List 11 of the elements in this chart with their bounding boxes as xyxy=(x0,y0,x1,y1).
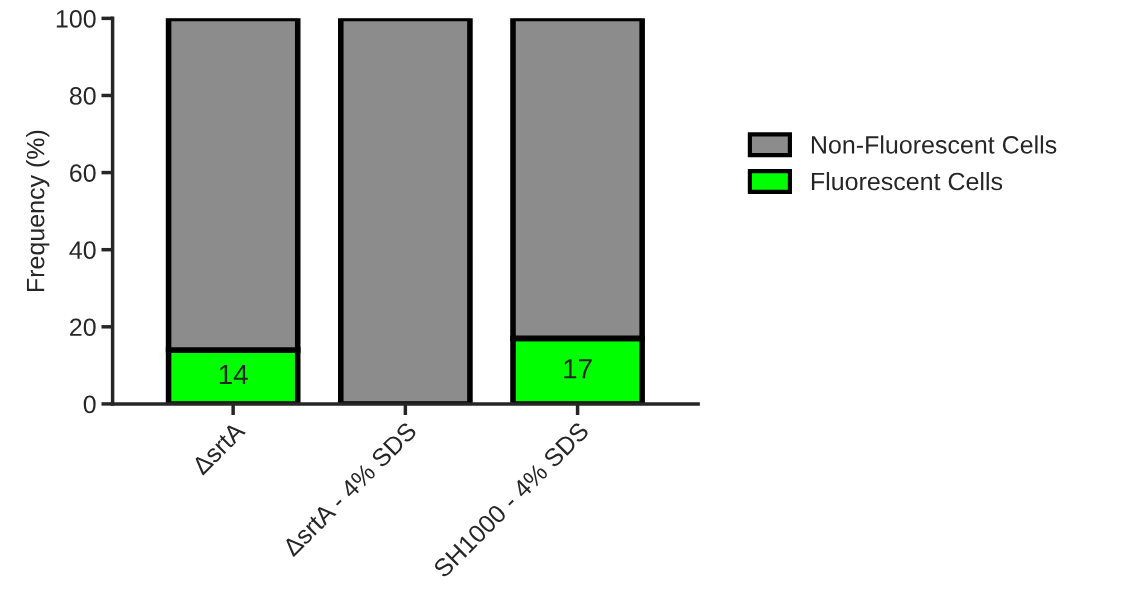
y-tick-label: 0 xyxy=(83,395,96,414)
y-tick-label: 60 xyxy=(70,164,96,182)
y-tick-label: 80 xyxy=(69,87,96,105)
data-label: 14 xyxy=(219,365,248,385)
y-tick-label: 20 xyxy=(70,318,96,337)
y-tick-label: 100 xyxy=(56,9,96,28)
y-tick-label: 40 xyxy=(69,241,96,259)
data-label: 17 xyxy=(564,359,592,379)
legend-label: Fluorescent Cells xyxy=(811,172,1003,191)
y-axis-title: Frequency (%) xyxy=(26,130,50,292)
legend-label: Non-Fluorescent Cells xyxy=(811,135,1057,154)
